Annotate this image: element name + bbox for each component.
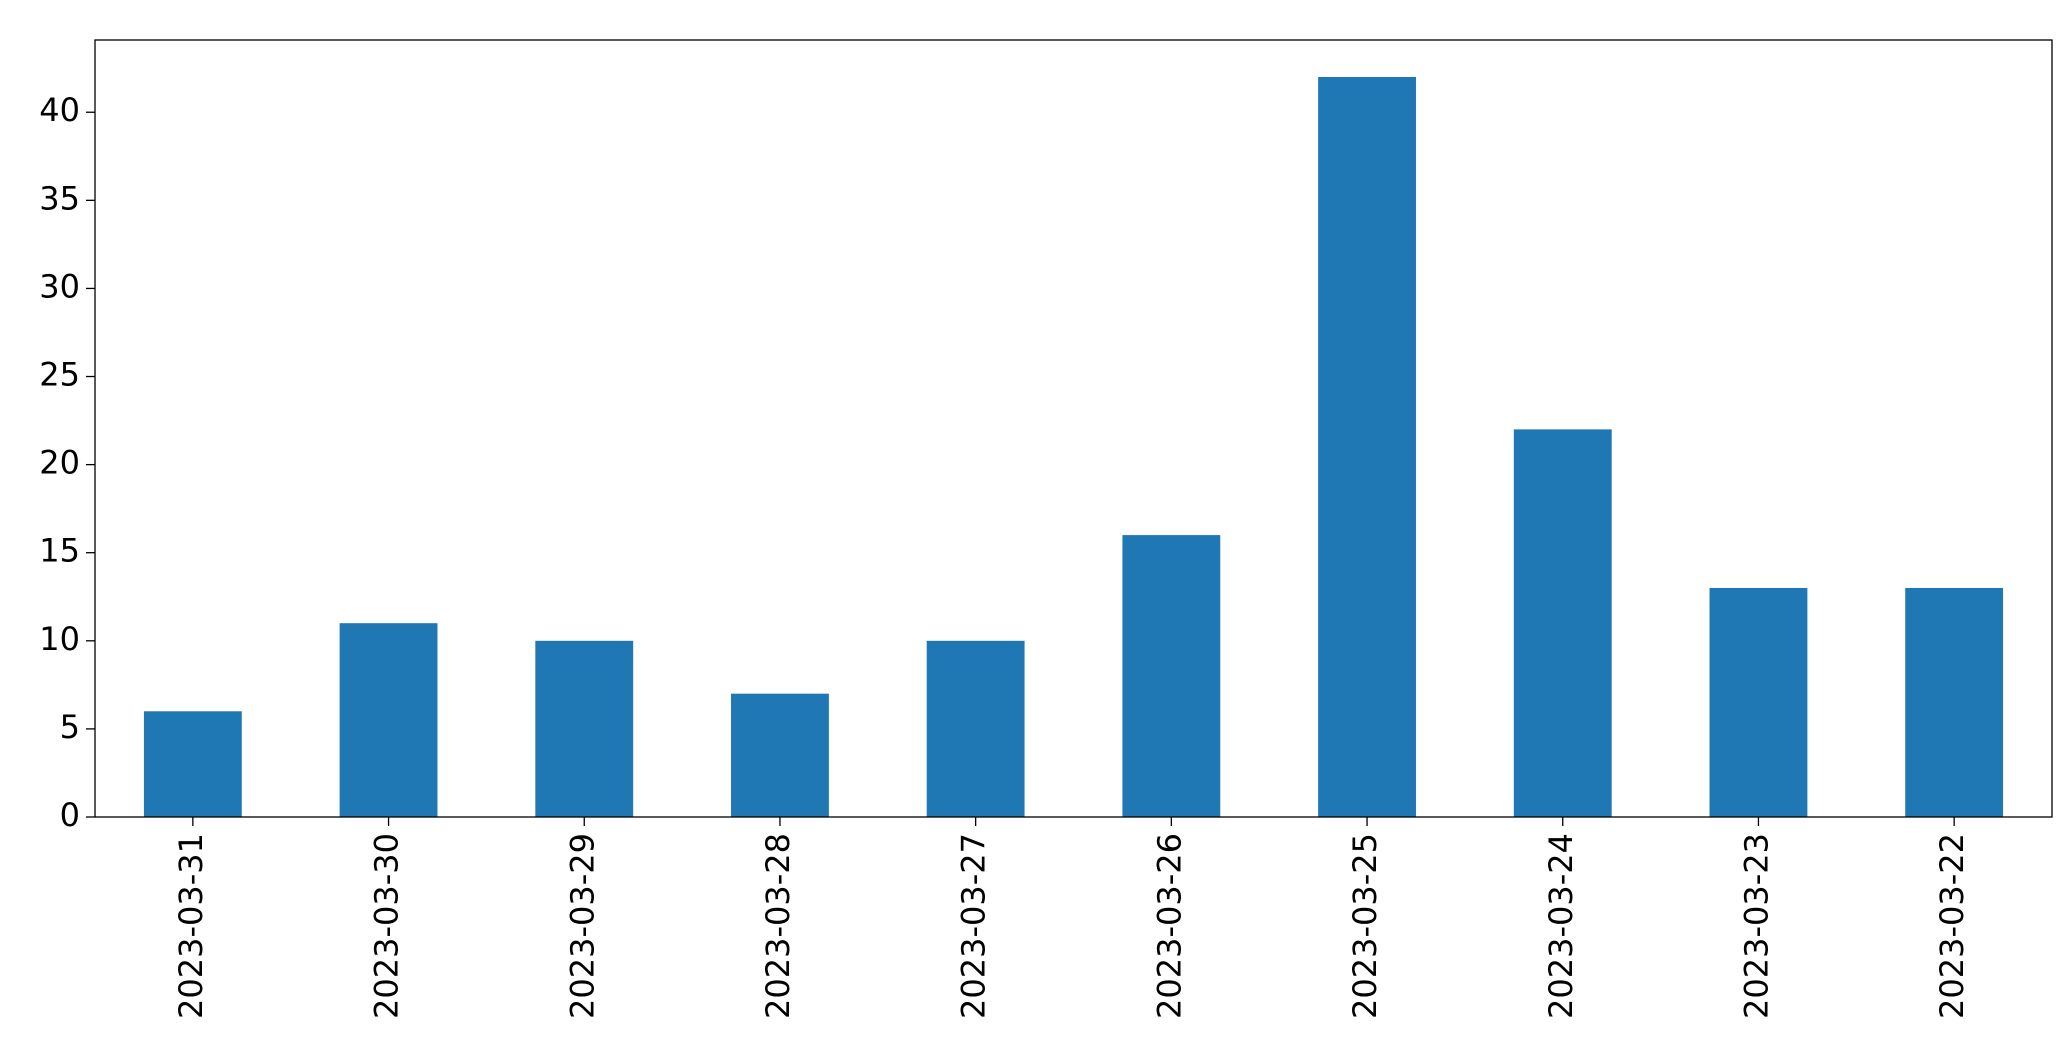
x-tick-label: 2023-03-26 [1150, 833, 1188, 1019]
x-tick-label: 2023-03-27 [955, 833, 993, 1019]
bar [339, 623, 438, 817]
bar [1905, 587, 2004, 817]
x-tick-label: 2023-03-31 [172, 833, 210, 1019]
x-tick-label: 2023-03-30 [368, 833, 406, 1019]
y-tick-label: 30 [39, 267, 80, 305]
y-tick-label: 10 [39, 620, 80, 658]
x-tick-label: 2023-03-28 [759, 833, 797, 1019]
x-tick-label: 2023-03-23 [1737, 833, 1775, 1019]
x-tick-label: 2023-03-22 [1933, 833, 1971, 1019]
y-tick-label: 35 [39, 179, 80, 217]
y-tick-label: 15 [39, 532, 80, 570]
bar [1122, 535, 1221, 817]
x-tick-label: 2023-03-29 [563, 833, 601, 1019]
x-tick-label: 2023-03-25 [1346, 833, 1384, 1019]
bar [1318, 77, 1416, 817]
y-tick-label: 25 [39, 356, 80, 394]
y-tick-label: 0 [60, 796, 80, 834]
bar [143, 711, 242, 817]
bar [1513, 429, 1612, 817]
bar [731, 693, 829, 817]
y-tick-label: 40 [39, 91, 80, 129]
x-tick-label: 2023-03-24 [1542, 833, 1580, 1019]
bar [535, 640, 634, 817]
bar [926, 640, 1025, 817]
bar [1709, 587, 1808, 817]
plot-frame [94, 39, 2053, 818]
y-tick-label: 5 [60, 708, 80, 746]
y-tick-label: 20 [39, 444, 80, 482]
